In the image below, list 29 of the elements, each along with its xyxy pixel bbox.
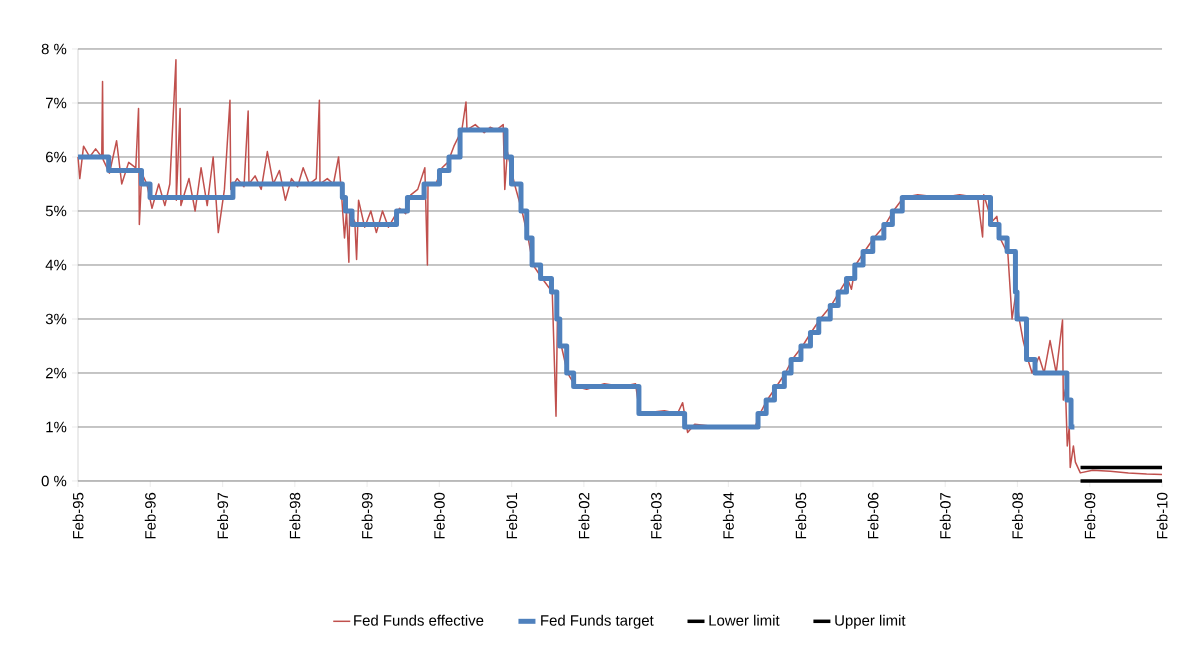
x-tick-label: Feb-06 <box>867 492 879 539</box>
y-tick-label: 3% <box>45 313 67 325</box>
x-tick-label: Feb-05 <box>795 492 807 539</box>
x-tick-label: Feb-09 <box>1084 492 1096 539</box>
legend-label: Fed Funds target <box>541 614 654 629</box>
x-tick-label: Feb-00 <box>433 492 445 539</box>
y-tick-label: 0 % <box>41 475 67 487</box>
y-tick-label: 8 % <box>41 43 67 55</box>
x-tick-label: Feb-07 <box>939 492 951 539</box>
x-tick-label: Feb-08 <box>1011 492 1023 539</box>
x-tick-label: Feb-02 <box>578 492 590 539</box>
x-tick-label: Feb-98 <box>289 492 301 539</box>
y-tick-label: 6% <box>46 151 67 163</box>
y-tick-label: 1% <box>46 421 67 433</box>
y-tick-label: 2% <box>45 367 67 379</box>
y-tick-label: 4% <box>45 259 67 271</box>
y-tick-label: 5% <box>45 205 67 217</box>
x-tick-label: Feb-04 <box>722 492 734 539</box>
legend-label: Lower limit <box>709 614 780 626</box>
y-tick-label: 7% <box>46 97 67 109</box>
x-tick-label: Feb-03 <box>650 492 662 539</box>
legend-label: Fed Funds effective <box>354 614 484 626</box>
x-tick-label: Feb-99 <box>361 492 373 539</box>
x-tick-label: Feb-95 <box>72 492 84 539</box>
legend-label: Upper limit <box>835 614 906 629</box>
x-tick-label: Feb-96 <box>144 492 156 539</box>
x-tick-label: Feb-01 <box>506 492 518 539</box>
x-tick-label: Feb-97 <box>217 492 229 539</box>
x-tick-label: Feb-10 <box>1156 492 1168 539</box>
